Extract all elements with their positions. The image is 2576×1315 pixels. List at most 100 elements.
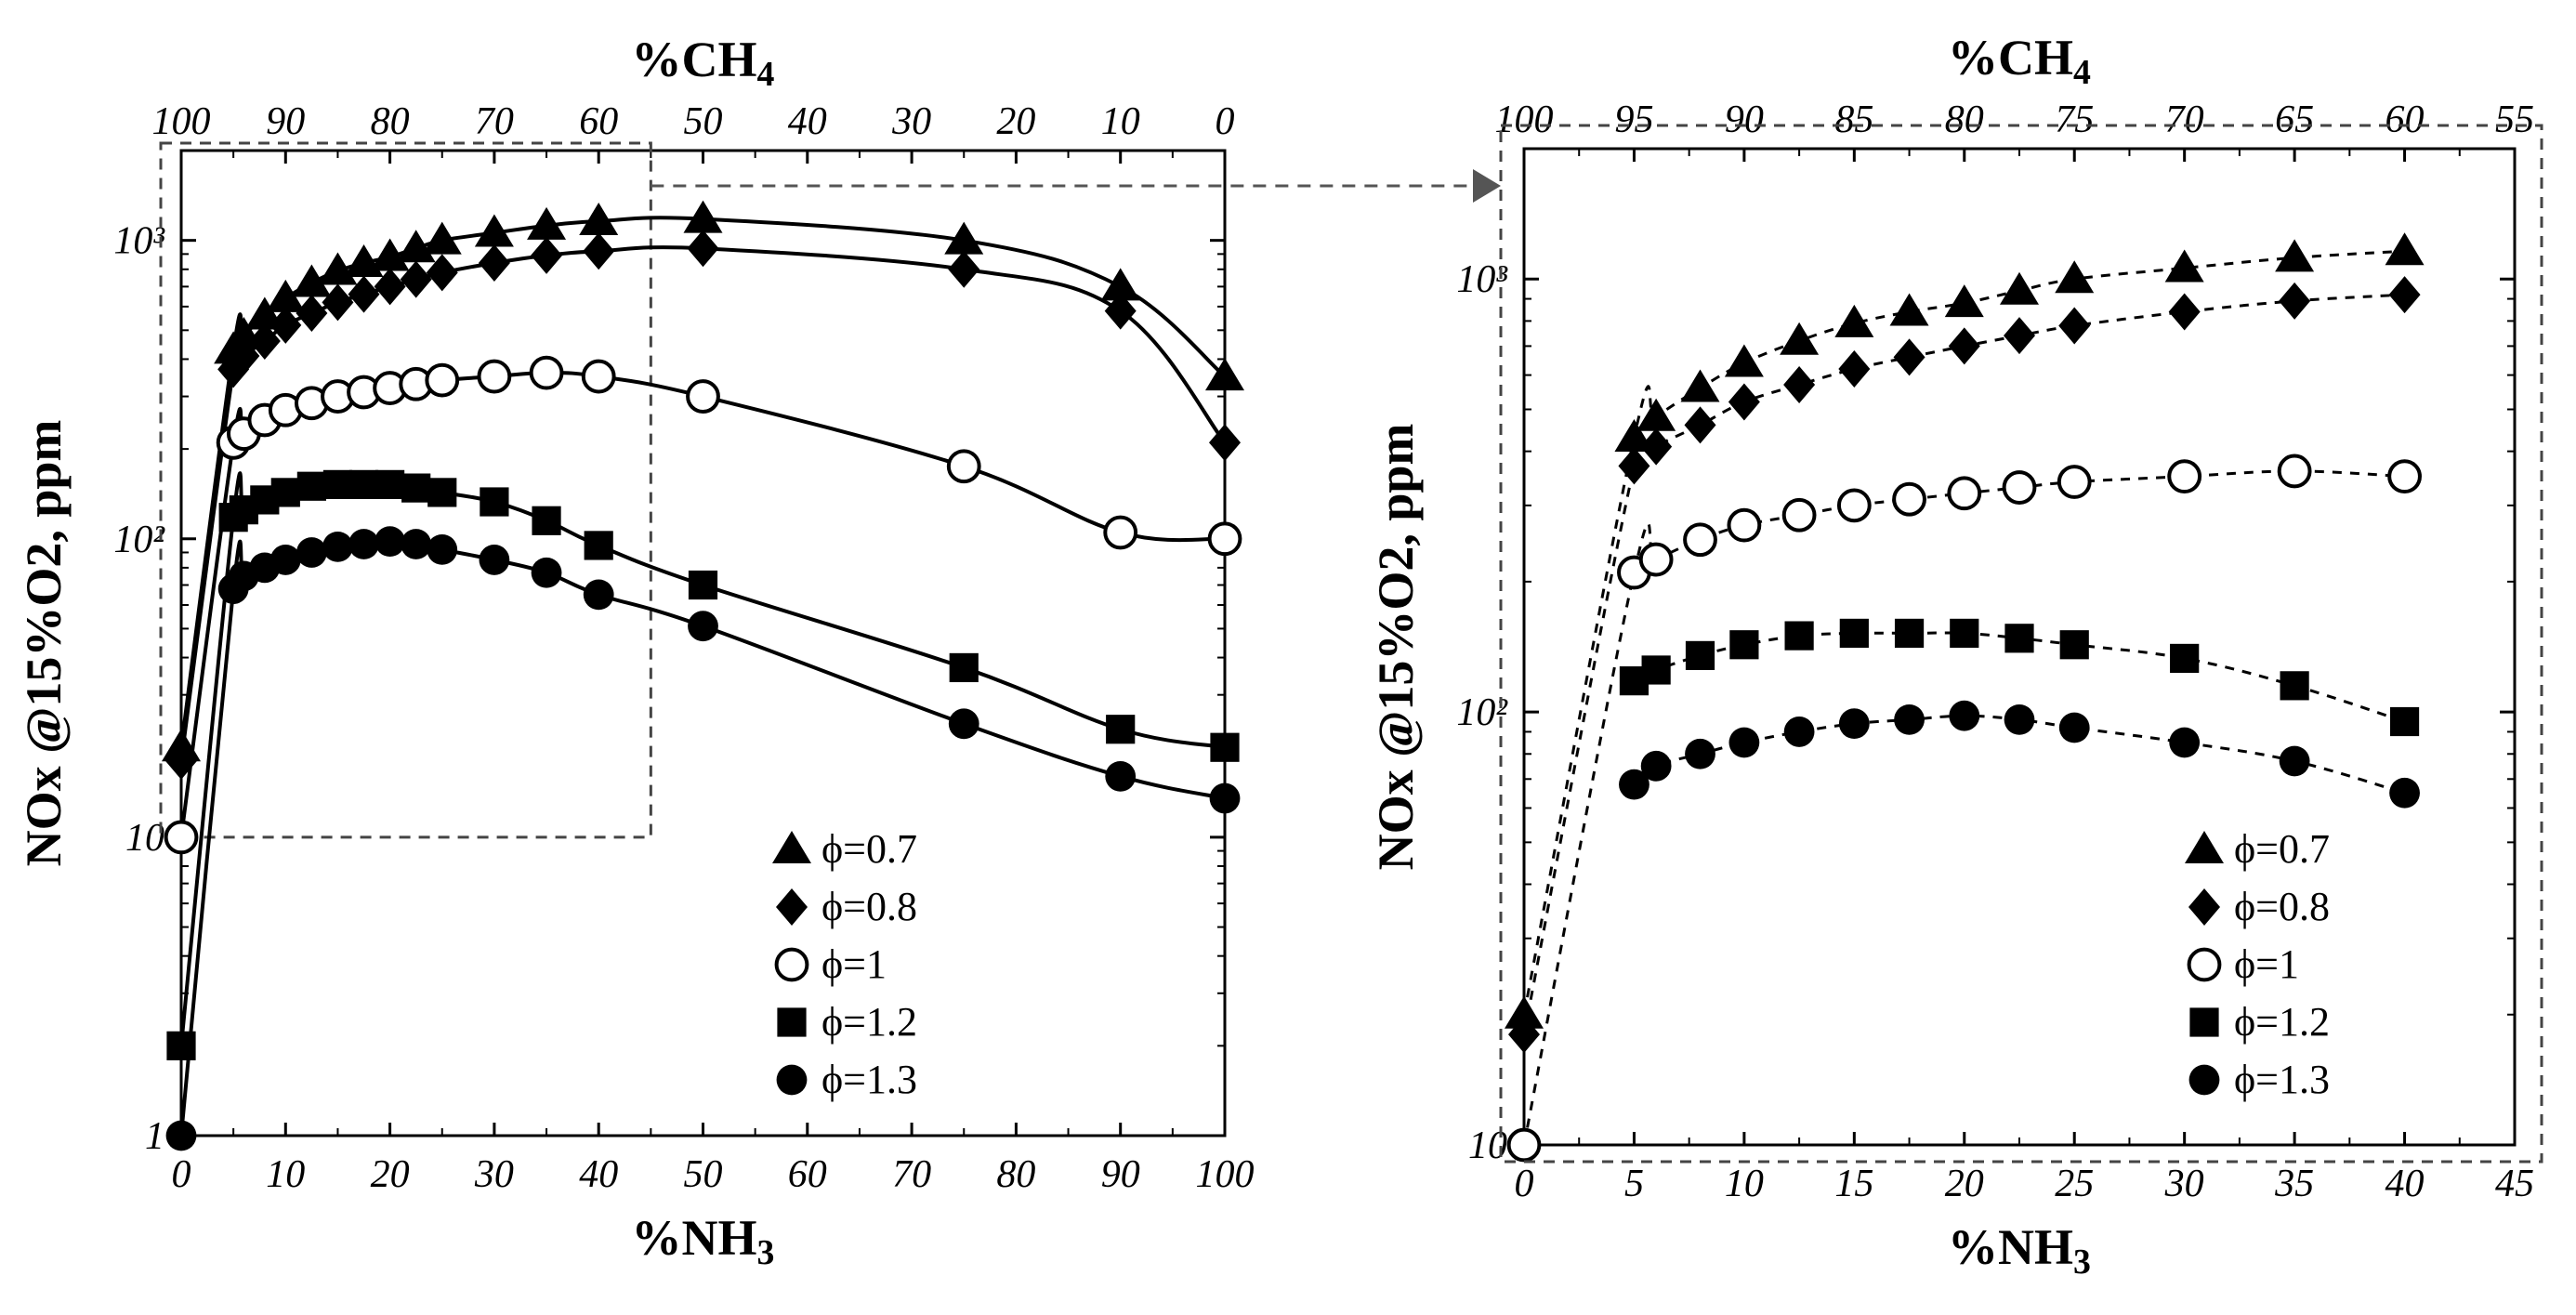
- data-point: [1784, 621, 1814, 651]
- series-1: [165, 230, 1241, 780]
- data-point: [2058, 307, 2091, 345]
- data-point: [165, 1120, 197, 1151]
- top-tick-label: 0: [1216, 100, 1235, 143]
- top-tick-label: 30: [891, 100, 931, 143]
- legend-label: ϕ=1: [821, 941, 887, 987]
- arrow-head: [1473, 169, 1501, 203]
- data-point: [248, 322, 281, 360]
- x-tick-label: 0: [172, 1153, 191, 1196]
- x-axis-label: %NH3: [632, 1210, 775, 1272]
- data-point: [1103, 515, 1138, 550]
- data-point: [2389, 777, 2420, 809]
- data-point: [1783, 365, 1816, 403]
- data-point: [1834, 304, 1874, 337]
- series-3: [166, 469, 1240, 1060]
- legend-label: ϕ=0.8: [821, 884, 917, 929]
- data-point: [269, 306, 302, 344]
- legend-marker: [772, 831, 811, 863]
- data-point: [1727, 507, 1762, 543]
- data-point: [322, 283, 354, 322]
- legend-marker: [2188, 888, 2220, 926]
- data-point: [1944, 284, 1984, 318]
- data-point: [425, 362, 460, 398]
- data-point: [375, 469, 405, 499]
- legend: ϕ=0.7 ϕ=0.8 ϕ=1 ϕ=1.2 ϕ=1.3: [2185, 826, 2330, 1102]
- data-point: [2002, 470, 2037, 505]
- legend-label: ϕ=0.7: [2234, 826, 2330, 872]
- data-point: [474, 214, 514, 247]
- top-tick-label: 10: [1101, 100, 1140, 143]
- data-point: [1894, 618, 1925, 649]
- data-point: [1839, 618, 1869, 649]
- legend-label: ϕ=0.7: [821, 826, 917, 872]
- data-point: [1680, 369, 1720, 402]
- legend-marker: [2188, 1064, 2220, 1096]
- data-point: [2389, 706, 2420, 737]
- data-point: [527, 206, 567, 240]
- data-point: [296, 471, 326, 501]
- data-point: [2387, 459, 2422, 494]
- data-point: [2057, 465, 2092, 499]
- top-tick-label: 65: [2275, 99, 2314, 141]
- top-tick-label: 70: [475, 100, 514, 143]
- outer-zoom-frame: [1499, 124, 2543, 1164]
- series-1: [1508, 276, 2421, 1054]
- data-point: [1684, 406, 1716, 444]
- x-tick-label: 100: [1196, 1153, 1255, 1196]
- data-point: [583, 579, 614, 611]
- top-tick-label: 55: [2495, 99, 2534, 141]
- data-point: [2275, 239, 2315, 272]
- data-point: [688, 570, 718, 600]
- data-point: [2170, 643, 2200, 674]
- data-point: [427, 534, 458, 565]
- data-point: [1207, 521, 1242, 557]
- data-point: [2058, 712, 2090, 743]
- data-point: [1728, 727, 1760, 758]
- top-tick-label: 70: [2165, 99, 2204, 141]
- x-tick-label: 80: [996, 1153, 1035, 1196]
- top-tick-label: 80: [1945, 99, 1984, 141]
- data-point: [2004, 704, 2035, 735]
- data-point: [1889, 293, 1929, 326]
- x-tick-label: 90: [1101, 1153, 1140, 1196]
- data-point: [266, 279, 306, 312]
- data-point: [948, 250, 980, 288]
- data-point: [1728, 383, 1760, 421]
- data-point: [949, 652, 979, 683]
- data-point: [1209, 424, 1241, 462]
- data-point: [531, 236, 563, 274]
- data-point: [1729, 630, 1759, 660]
- legend-label: ϕ=1.3: [2234, 1057, 2330, 1102]
- data-point: [1948, 327, 1980, 365]
- data-point: [2385, 232, 2425, 266]
- legend-label: ϕ=0.8: [2234, 884, 2330, 929]
- data-point: [1683, 522, 1717, 558]
- data-point: [687, 230, 719, 268]
- data-point: [1894, 704, 1925, 735]
- data-point: [579, 202, 619, 235]
- data-point: [1641, 655, 1671, 685]
- data-point: [1100, 268, 1140, 301]
- series-3: [1619, 618, 2420, 737]
- data-point: [581, 359, 616, 394]
- data-point: [2167, 459, 2202, 494]
- data-point: [1949, 700, 1980, 731]
- data-point: [164, 820, 199, 855]
- x-tick-label: 35: [2274, 1163, 2314, 1205]
- data-point: [427, 478, 457, 507]
- data-point: [296, 295, 328, 333]
- legend-marker: [2187, 947, 2222, 982]
- data-point: [1618, 447, 1650, 485]
- x-tick-label: 10: [266, 1153, 305, 1196]
- top-tick-label: 100: [152, 100, 211, 143]
- top-tick-label: 80: [371, 100, 410, 143]
- data-point: [348, 469, 379, 499]
- y-tick-label: 10³: [113, 220, 165, 263]
- data-point: [2004, 317, 2035, 355]
- data-point: [480, 487, 509, 517]
- data-point: [1780, 322, 1820, 355]
- data-point: [322, 532, 353, 562]
- data-point: [401, 473, 431, 503]
- data-point: [1783, 717, 1815, 747]
- data-point: [2055, 260, 2095, 294]
